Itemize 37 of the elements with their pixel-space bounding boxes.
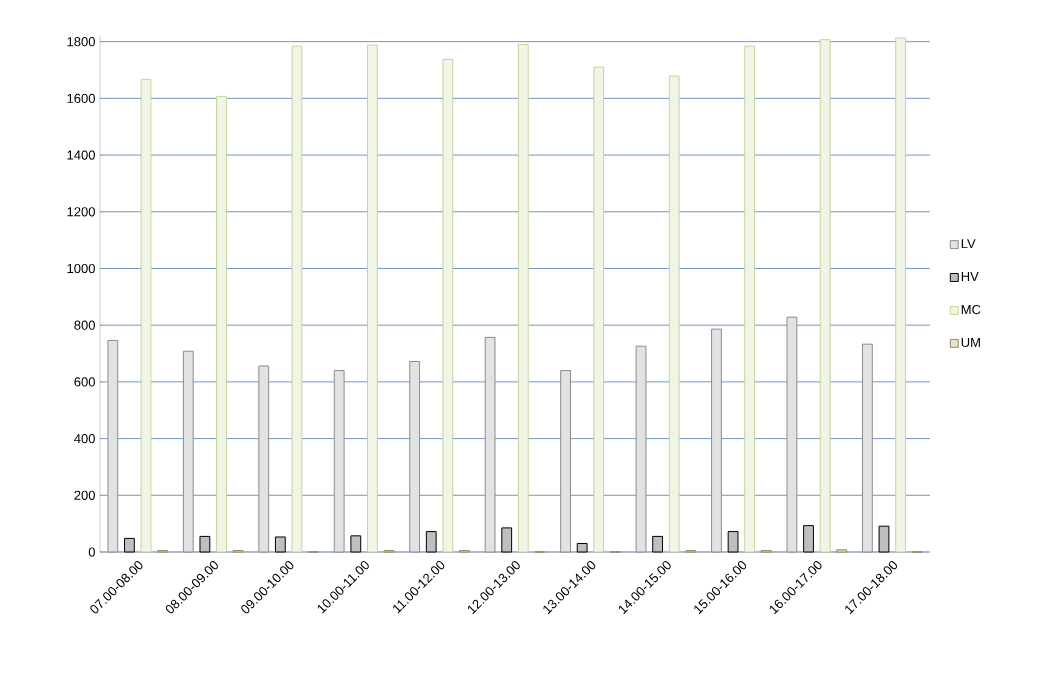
bar (501, 527, 513, 553)
bar (744, 45, 756, 553)
bar (291, 45, 303, 553)
bar (652, 535, 664, 553)
bar (576, 543, 588, 553)
y-tick-label: 1600 (67, 93, 95, 103)
y-tick-label: 600 (74, 377, 95, 387)
legend-label: HV (961, 272, 979, 281)
y-tick-label: 400 (74, 433, 95, 444)
y-tick-label: 800 (74, 320, 95, 330)
bar (350, 535, 362, 553)
bar (366, 44, 378, 553)
y-tick-label: 1000 (67, 263, 95, 274)
legend-label: UM (961, 337, 980, 348)
bar (878, 525, 890, 553)
y-tick-label: 0 (88, 547, 95, 557)
bar (593, 66, 605, 553)
y-tick-label: 1400 (67, 150, 95, 160)
y-tick-label: 1200 (67, 207, 95, 217)
y-tick-label: 1800 (67, 37, 95, 47)
bar (668, 75, 680, 553)
bar (836, 549, 848, 553)
bar (124, 537, 135, 553)
bar (819, 39, 831, 553)
bar (803, 525, 814, 553)
bar (895, 37, 906, 553)
bar (274, 536, 286, 553)
bar (199, 535, 211, 553)
legend-label: LV (961, 239, 976, 249)
y-tick-label: 200 (74, 490, 95, 500)
bar (727, 531, 739, 553)
legend-label: MC (961, 304, 981, 315)
bar (517, 44, 529, 553)
bar (140, 78, 152, 553)
bar (216, 95, 227, 553)
bar (425, 531, 437, 553)
bar (442, 59, 454, 553)
